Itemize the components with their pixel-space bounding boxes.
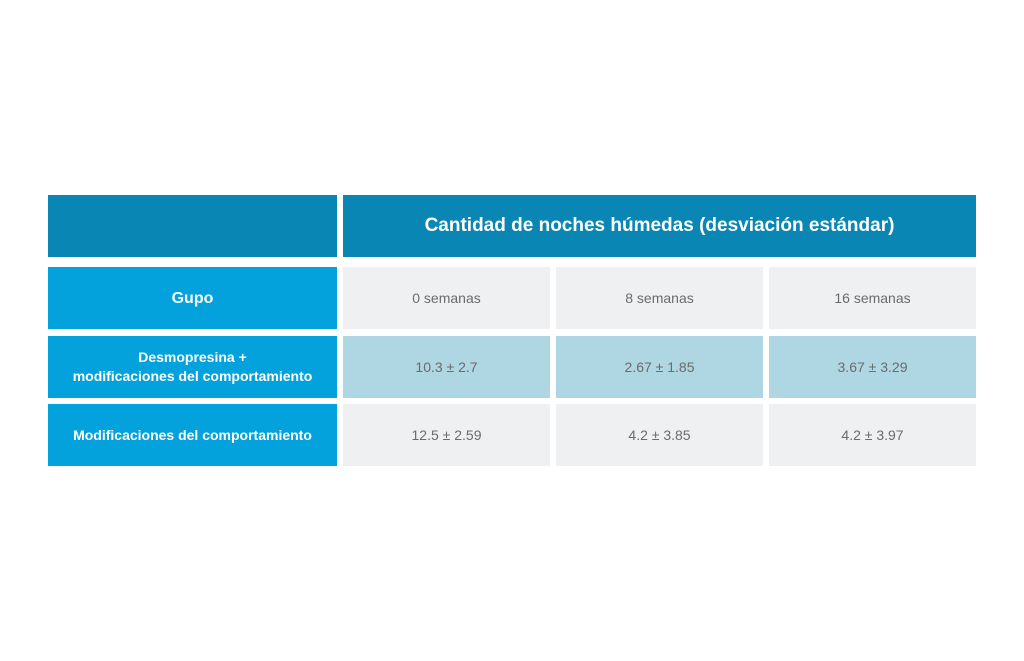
table-title: Cantidad de noches húmedas (desviación e… [343, 195, 976, 257]
column-header-8-weeks: 8 semanas [556, 267, 763, 329]
row-label-line-2: modificaciones del comportamiento [72, 368, 313, 384]
column-header-0-weeks: 0 semanas [343, 267, 550, 329]
table-cell: 2.67 ± 1.85 [556, 336, 763, 398]
table-cell: 4.2 ± 3.97 [769, 404, 976, 466]
column-header-16-weeks: 16 semanas [769, 267, 976, 329]
table-cell: 4.2 ± 3.85 [556, 404, 763, 466]
row-label-line-1: Desmopresina + [138, 349, 247, 365]
table-cell: 3.67 ± 3.29 [769, 336, 976, 398]
table-corner-cell [48, 195, 337, 257]
table-cell: 12.5 ± 2.59 [343, 404, 550, 466]
row-label-modificaciones: Modificaciones del comportamiento [48, 404, 337, 466]
table-cell: 10.3 ± 2.7 [343, 336, 550, 398]
row-label-desmopresina: Desmopresina + modificaciones del compor… [48, 336, 337, 398]
row-header-label: Gupo [48, 267, 337, 329]
